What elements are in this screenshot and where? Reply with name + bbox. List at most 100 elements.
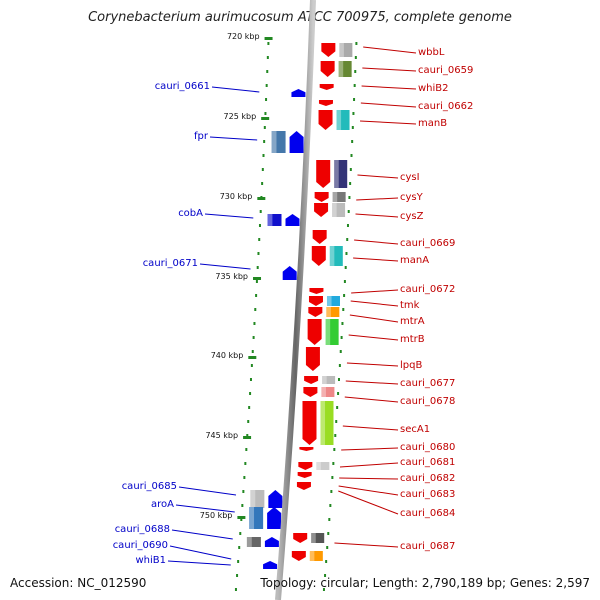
gene-label-cauri_0678: cauri_0678 <box>400 396 456 407</box>
left-rail-dot <box>245 448 248 451</box>
gene-label-cauri_0662: cauri_0662 <box>418 101 474 112</box>
right-label-connector <box>361 85 417 90</box>
left-rail-dot <box>262 154 265 157</box>
gene-label-tmk: tmk <box>400 300 420 311</box>
left-rail-dot <box>236 574 239 577</box>
left-rail-dot <box>253 322 256 325</box>
gene-feature-block <box>338 61 352 77</box>
gene-label-cauri_0690: cauri_0690 <box>112 540 168 551</box>
right-label-connector <box>356 197 399 201</box>
left-rail-dot <box>258 224 261 227</box>
tick-label: 740 kbp <box>210 351 244 360</box>
right-label-connector <box>342 425 399 431</box>
forward-gene-arrow <box>316 160 331 188</box>
left-label-connector <box>209 136 258 141</box>
left-label-connector <box>204 213 254 219</box>
forward-gene-arrow <box>308 296 323 306</box>
right-rail-dot <box>353 98 356 101</box>
tick-label: 735 kbp <box>215 272 249 281</box>
right-rail-dot <box>337 378 340 381</box>
forward-gene-arrow <box>314 192 329 202</box>
right-rail-dot <box>336 406 339 409</box>
gene-feature-block-shade <box>316 462 321 470</box>
right-label-connector <box>338 485 399 496</box>
right-rail-dot <box>354 56 357 59</box>
gene-feature-block-shade <box>339 43 344 57</box>
gene-feature-block-shade <box>332 203 337 217</box>
forward-gene-arrow <box>311 246 326 266</box>
right-rail-dot <box>328 518 331 521</box>
reverse-gene-arrow <box>282 266 297 280</box>
gene-feature-block-shade <box>311 533 316 543</box>
gene-feature-block <box>322 376 336 384</box>
gene-feature-block <box>271 131 286 153</box>
gene-label-cysy: cysY <box>400 192 423 203</box>
right-rail-dot <box>346 238 349 241</box>
left-rail-dot <box>263 126 266 129</box>
gene-label-whib1: whiB1 <box>135 555 166 566</box>
gene-label-cauri_0669: cauri_0669 <box>400 238 456 249</box>
gene-feature-block-shade <box>329 246 335 266</box>
forward-gene-arrow <box>319 84 334 90</box>
forward-gene-arrow <box>305 347 320 371</box>
gene-label-mtra: mtrA <box>400 316 425 327</box>
gene-feature-block-shade <box>322 376 327 384</box>
gene-feature-block <box>332 203 346 217</box>
right-label-connector <box>354 239 399 245</box>
left-rail-dot <box>242 490 245 493</box>
gene-label-cauri_0688: cauri_0688 <box>114 524 170 535</box>
left-rail-dot <box>266 56 269 59</box>
gene-feature-block <box>311 533 325 543</box>
gene-label-cysz: cysZ <box>400 211 424 222</box>
left-rail-dot <box>250 364 253 367</box>
right-label-connector <box>338 490 399 515</box>
gene-feature-block <box>267 214 282 226</box>
right-label-connector <box>351 289 399 294</box>
gene-feature-block-shade <box>334 160 339 188</box>
right-rail-dot <box>324 574 327 577</box>
reverse-gene-arrow <box>264 537 279 547</box>
right-label-connector <box>350 300 399 307</box>
right-rail-dot <box>341 322 344 325</box>
left-label-connector <box>175 504 235 513</box>
gene-label-fpr: fpr <box>194 131 208 142</box>
right-rail-dot <box>338 364 341 367</box>
topology-text: Topology: circular; Length: 2,790,189 bp… <box>260 576 590 590</box>
forward-gene-arrow <box>299 447 314 451</box>
tick-label: 725 kbp <box>223 112 257 121</box>
forward-gene-arrow <box>318 100 333 106</box>
right-rail-dot <box>346 224 349 227</box>
right-rail-dot <box>330 490 333 493</box>
gene-label-cauri_0682: cauri_0682 <box>400 473 456 484</box>
genome-backbone <box>275 0 316 600</box>
tick-mark <box>257 197 266 200</box>
forward-gene-arrow <box>312 230 327 244</box>
left-label-connector <box>171 529 233 540</box>
gene-label-mtrb: mtrB <box>400 334 425 345</box>
left-rail-dot <box>265 84 268 87</box>
forward-gene-arrow <box>321 43 336 57</box>
gene-label-cauri_0661: cauri_0661 <box>154 81 210 92</box>
gene-feature-block <box>249 507 264 529</box>
forward-gene-arrow <box>303 387 318 397</box>
reverse-gene-arrow <box>289 131 304 153</box>
right-label-connector <box>360 102 417 108</box>
gene-label-coba: cobA <box>178 208 203 219</box>
right-rail-dot <box>326 546 329 549</box>
gene-label-whib2: whiB2 <box>418 83 449 94</box>
features-layer <box>246 43 353 569</box>
accession-text: Accession: NC_012590 <box>10 576 147 590</box>
gene-feature-block-shade <box>332 192 338 202</box>
gene-feature-block <box>316 462 330 470</box>
tick-mark <box>243 436 252 439</box>
tick-label: 750 kbp <box>199 511 233 520</box>
gene-feature-block-shade <box>326 307 331 317</box>
right-rail-dot <box>345 252 348 255</box>
right-rail-dot <box>329 504 332 507</box>
left-rail-dot <box>261 182 264 185</box>
gene-label-cysi: cysI <box>400 172 420 183</box>
left-rail-dot <box>252 336 255 339</box>
gene-feature-block-shade <box>326 296 332 306</box>
gene-label-lpqb: lpqB <box>400 360 423 371</box>
